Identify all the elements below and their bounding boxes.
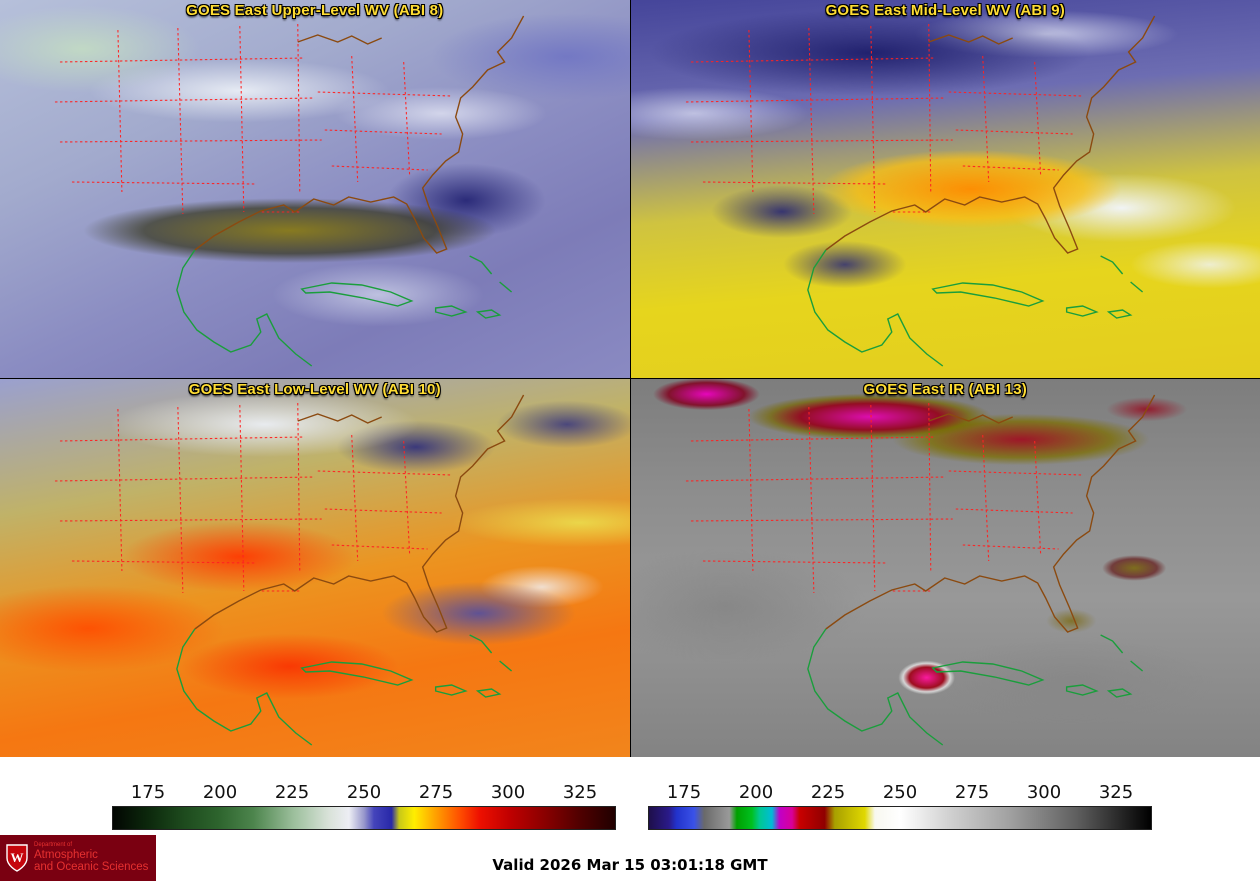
panel-title-ir: GOES East IR (ABI 13): [863, 381, 1027, 398]
map-overlay-host: [0, 0, 630, 378]
map-overlay-host: [0, 379, 630, 757]
state-borders: [685, 23, 1083, 215]
footer: 175 200 225 250 275 300 325 175 200 225 …: [0, 757, 1260, 881]
panel-title-low-level-wv: GOES East Low-Level WV (ABI 10): [188, 381, 441, 398]
panel-low-level-wv: GOES East Low-Level WV (ABI 10): [0, 379, 630, 757]
coastlines: [176, 15, 525, 367]
ir-colorbar-block: 175 200 225 250 275 300 325: [648, 779, 1152, 830]
wv-colorbar-ticks: 175 200 225 250 275 300 325: [112, 779, 616, 803]
tick-label: 275: [954, 782, 990, 803]
coastlines: [176, 394, 525, 746]
tick-label: 325: [1098, 782, 1134, 803]
logo-line-1: Atmospheric: [34, 848, 98, 861]
tick-label: 200: [738, 782, 774, 803]
ir-colorbar-ticks: 175 200 225 250 275 300 325: [648, 779, 1152, 803]
state-borders: [54, 23, 452, 215]
tick-label: 175: [666, 782, 702, 803]
panel-title-mid-level-wv: GOES East Mid-Level WV (ABI 9): [825, 2, 1065, 19]
uw-aos-logo: W Department of Atmospheric and Oceanic …: [0, 835, 156, 881]
map-overlay: [685, 15, 1155, 367]
uw-crest-icon: W: [6, 844, 28, 872]
map-overlay: [54, 15, 525, 367]
state-borders: [685, 402, 1083, 594]
tick-label: 275: [418, 782, 454, 803]
wv-colorbar: [112, 806, 616, 830]
map-overlay: [685, 394, 1155, 746]
coastlines: [806, 394, 1155, 746]
logo-dept-line: Department of: [34, 842, 73, 849]
map-overlay-host: [631, 379, 1260, 757]
map-overlay-host: [631, 0, 1260, 378]
logo-text: Department of Atmospheric and Oceanic Sc…: [34, 842, 148, 874]
tick-label: 250: [346, 782, 382, 803]
state-borders: [54, 402, 452, 594]
tick-label: 300: [1026, 782, 1062, 803]
satellite-panel-grid: GOES East Upper-Level WV (ABI 8): [0, 0, 1260, 757]
tick-label: 300: [490, 782, 526, 803]
ir-colorbar: [648, 806, 1152, 830]
crest-letter: W: [11, 850, 24, 865]
tick-label: 200: [202, 782, 238, 803]
panel-mid-level-wv: GOES East Mid-Level WV (ABI 9): [630, 0, 1260, 378]
tick-label: 225: [274, 782, 310, 803]
tick-label: 250: [882, 782, 918, 803]
tick-label: 225: [810, 782, 846, 803]
coastlines: [806, 15, 1155, 367]
valid-timestamp: Valid 2026 Mar 15 03:01:18 GMT: [492, 856, 768, 874]
panel-upper-level-wv: GOES East Upper-Level WV (ABI 8): [0, 0, 630, 378]
wv-colorbar-block: 175 200 225 250 275 300 325: [112, 779, 616, 830]
logo-line-2: and Oceanic Sciences: [34, 861, 149, 874]
panel-title-upper-level-wv: GOES East Upper-Level WV (ABI 8): [186, 2, 444, 19]
panel-ir: GOES East IR (ABI 13): [630, 379, 1260, 757]
map-overlay: [54, 394, 525, 746]
tick-label: 175: [130, 782, 166, 803]
tick-label: 325: [562, 782, 598, 803]
